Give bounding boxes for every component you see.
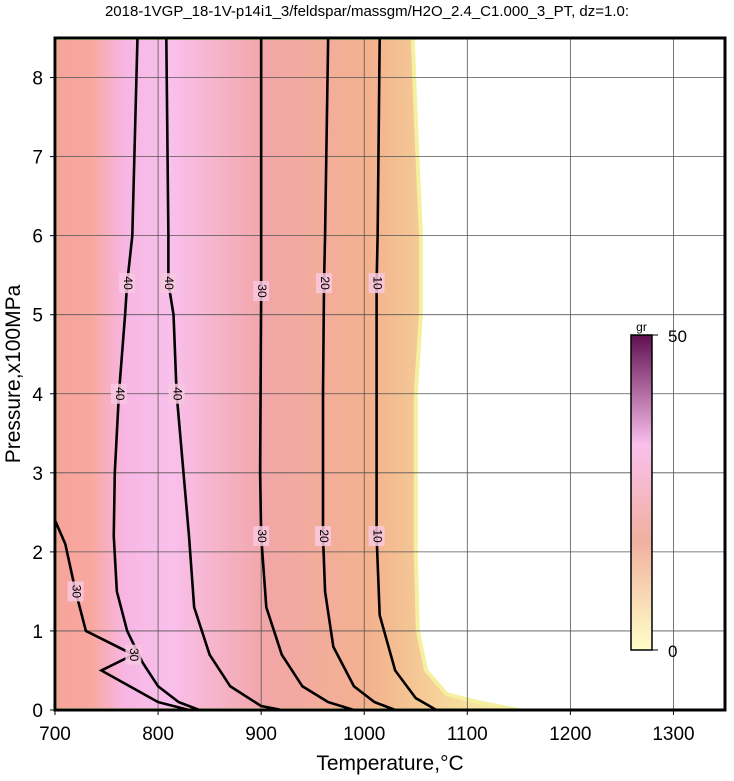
contour-label: 20 <box>318 276 332 290</box>
contour-label: 30 <box>255 529 269 543</box>
contour-line <box>258 38 355 710</box>
contour-label-bg <box>160 273 177 294</box>
contour-label: 30 <box>127 648 141 662</box>
y-tick-label: 1 <box>32 622 43 643</box>
contour-label-bg <box>316 273 333 294</box>
field-area <box>55 38 520 710</box>
contour-label-bg <box>315 526 331 547</box>
contour-label: 40 <box>162 276 176 290</box>
x-tick-label: 1200 <box>549 724 591 745</box>
contour-label: 10 <box>370 529 384 543</box>
y-tick-label: 2 <box>32 543 43 564</box>
contour-label-bg <box>368 273 385 294</box>
contour-label-bg <box>119 273 136 294</box>
grid: 700 800 900 1000 1100 1200 1300 0 1 2 3 4 5 6 7 8 <box>32 38 725 745</box>
colorbar-label: gr <box>636 320 647 334</box>
contour-label: 40 <box>121 276 135 290</box>
colorbar-scale <box>630 334 653 651</box>
contour-label-bg <box>368 526 385 547</box>
contour-label: 20 <box>317 529 331 543</box>
y-tick-label: 8 <box>32 69 43 90</box>
y-tick-label: 7 <box>32 148 43 169</box>
colorbar-tick-label: 50 <box>668 327 687 346</box>
contours: 10 10 20 20 30 30 40 40 40 40 30 30 <box>55 38 438 710</box>
contour-label-bg <box>125 644 142 665</box>
contour-label: 10 <box>370 276 384 290</box>
contour-line <box>165 38 283 710</box>
x-tick-label: 800 <box>142 724 174 745</box>
x-tick-label: 700 <box>39 724 71 745</box>
y-axis-label: Pressure,x100MPa <box>2 284 25 463</box>
y-tick-label: 0 <box>32 701 43 722</box>
contour-label: 40 <box>113 387 127 401</box>
field <box>55 38 520 710</box>
x-tick-label: 1300 <box>652 724 694 745</box>
y-tick-label: 3 <box>32 464 43 485</box>
x-tick-label: 900 <box>245 724 277 745</box>
contour-line <box>55 519 190 710</box>
colorbar: gr 0 50 <box>630 320 687 661</box>
x-tick-label: 1000 <box>343 724 385 745</box>
chart-title: 2018-1VGP_18-1V-p14i1_3/feldspar/massgm/… <box>105 3 629 20</box>
x-tick-label: 1100 <box>447 724 488 745</box>
colorbar-tick-label: 0 <box>668 642 677 661</box>
contour-label: 40 <box>170 387 184 401</box>
y-tick-label: 4 <box>32 385 43 406</box>
contour-label-bg <box>67 581 84 602</box>
contour-label: 30 <box>69 585 83 599</box>
y-tick-label: 5 <box>32 306 43 327</box>
contour-label-bg <box>253 526 270 547</box>
x-axis-label: Temperature,°C <box>316 752 463 775</box>
contour-label-bg <box>110 383 127 404</box>
contour-label-bg <box>168 383 185 404</box>
contour-label-bg <box>253 280 270 301</box>
plot-frame <box>53 36 727 712</box>
contour-label: 30 <box>255 284 269 298</box>
contour-line <box>321 38 396 710</box>
y-tick-label: 6 <box>32 227 43 248</box>
